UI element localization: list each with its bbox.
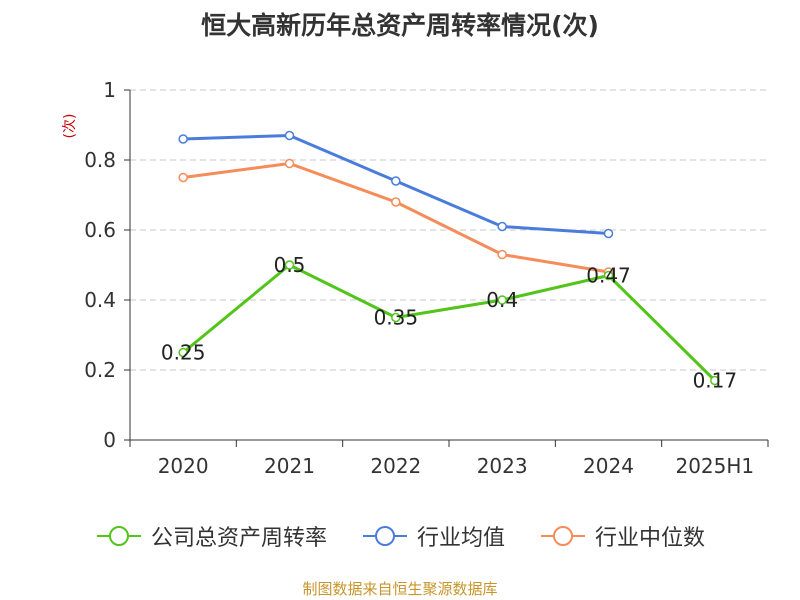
- x-tick-label: 2025H1: [675, 454, 754, 478]
- axes: 0 0.2 0.4 0.6 0.8 1 2020 2021 2022 2023 2024 2025H1: [84, 78, 769, 478]
- data-label: 0.47: [586, 264, 631, 288]
- x-tick-label: 2021: [264, 454, 315, 478]
- data-label: 0.17: [693, 369, 738, 393]
- data-point: [391, 312, 401, 323]
- data-point: [178, 134, 188, 144]
- y-tick-label: 0: [103, 428, 116, 452]
- x-tick-label: 2022: [370, 454, 421, 478]
- data-point: [603, 270, 614, 281]
- source-note: 制图数据来自恒生聚源数据库: [302, 580, 498, 598]
- y-tick-label: 0.2: [84, 358, 116, 382]
- legend: 公司总资产周转率 行业均值 行业中位数: [0, 520, 800, 552]
- data-point: [284, 158, 295, 169]
- x-tick-label: 2020: [158, 454, 209, 478]
- data-point: [284, 130, 295, 141]
- data-point: [497, 295, 507, 305]
- data-label: 0.25: [161, 341, 206, 365]
- y-tick-label: 1: [103, 78, 116, 102]
- chart-title: 恒大高新历年总资产周转率情况(次): [201, 11, 599, 40]
- data-labels: 0.25 0.5 0.35 0.4 0.47 0.17: [161, 253, 737, 393]
- data-point: [497, 221, 507, 232]
- data-point: [603, 228, 614, 239]
- x-tick-label: 2024: [583, 454, 634, 478]
- legend-label: 公司总资产周转率: [150, 526, 327, 551]
- legend-marker-icon: [362, 526, 407, 546]
- y-tick-label: 0.6: [84, 218, 116, 242]
- data-point: [178, 347, 188, 358]
- data-point: [710, 375, 720, 386]
- series-line: [182, 263, 716, 382]
- y-tick-label: 0.4: [84, 288, 116, 312]
- data-point: [497, 249, 507, 260]
- data-label: 0.35: [374, 306, 419, 330]
- legend-label: 行业中位数: [595, 526, 706, 551]
- data-point: [284, 260, 295, 270]
- x-tick-label: 2023: [477, 454, 528, 478]
- grid-lines: [130, 89, 768, 371]
- legend-item[interactable]: 行业中位数: [539, 520, 705, 552]
- y-tick-label: 0.8: [84, 148, 116, 172]
- data-label: 0.4: [486, 288, 518, 312]
- y-axis-label: (次): [62, 114, 78, 139]
- legend-item[interactable]: 行业均值: [361, 520, 505, 552]
- series-layer: [178, 130, 720, 386]
- data-label: 0.5: [274, 253, 306, 277]
- data-point: [391, 197, 401, 207]
- legend-label: 行业均值: [416, 526, 505, 551]
- data-point: [391, 176, 401, 186]
- data-point: [178, 172, 188, 183]
- legend-marker-icon: [96, 526, 141, 546]
- legend-marker-icon: [541, 526, 585, 546]
- legend-item[interactable]: 公司总资产周转率: [95, 520, 327, 552]
